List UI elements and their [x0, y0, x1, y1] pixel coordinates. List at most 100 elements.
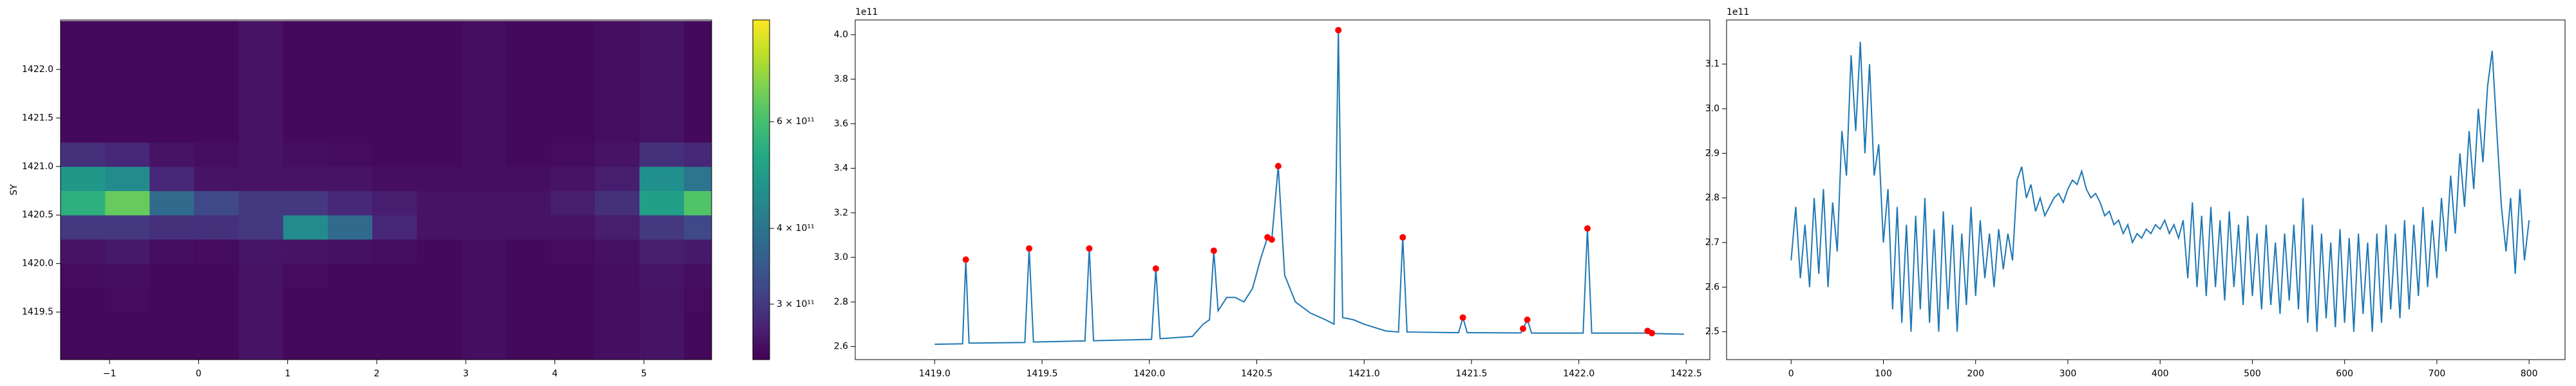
- heatmap-cell: [417, 190, 462, 216]
- heatmap-cell: [639, 93, 685, 118]
- y-tick-label: 3.6: [834, 118, 848, 129]
- heatmap-cell: [283, 239, 328, 264]
- heatmap-cell: [194, 336, 240, 360]
- heatmap-cell: [105, 312, 150, 337]
- heatmap-cell: [684, 288, 712, 313]
- heatmap-cell: [283, 288, 328, 313]
- x-tick-label: 800: [2521, 369, 2538, 379]
- heatmap-cell: [372, 239, 417, 264]
- heatmap-cell: [594, 93, 640, 118]
- heatmap-cell: [238, 21, 284, 46]
- heatmap-cell: [327, 312, 373, 337]
- x-tick-label: 1421.5: [1455, 369, 1487, 379]
- heatmap-cell: [461, 288, 507, 313]
- heatmap-cell: [61, 263, 106, 288]
- heatmap-cell: [461, 215, 507, 240]
- heatmap-cell: [461, 336, 507, 360]
- heatmap-cell: [149, 118, 194, 143]
- heatmap-cell: [238, 190, 284, 216]
- heatmap-cell: [149, 69, 194, 95]
- y-tick-label: 1421.5: [22, 113, 53, 123]
- peak-marker: [1584, 225, 1591, 232]
- heatmap-cell: [594, 190, 640, 216]
- y-tick-label: 3.4: [834, 163, 848, 174]
- heatmap-cell: [506, 336, 551, 360]
- heatmap-cell: [238, 118, 284, 143]
- heatmap-cell: [61, 69, 106, 95]
- heatmap-cell: [194, 166, 240, 192]
- heatmap-cell: [639, 312, 685, 337]
- heatmap-cell: [105, 45, 150, 70]
- heatmap-cell: [238, 142, 284, 167]
- heatmap-cell: [327, 69, 373, 95]
- axes-frame: [60, 19, 712, 360]
- heatmap-cell: [372, 288, 417, 313]
- heatmap-cell: [194, 215, 240, 240]
- y-tick-label: 2.7: [1705, 237, 1719, 248]
- heatmap-cell: [506, 69, 551, 95]
- heatmap-cell: [506, 21, 551, 46]
- heatmap-cell: [61, 118, 106, 143]
- heatmap-cell: [417, 93, 462, 118]
- heatmap-cell: [550, 142, 596, 167]
- heatmap-cell: [194, 312, 240, 337]
- heatmap-cell: [461, 69, 507, 95]
- heatmap-cell: [639, 263, 685, 288]
- heatmap-cell: [61, 288, 106, 313]
- heatmap-cell: [417, 239, 462, 264]
- x-tick-label: 1419.0: [919, 369, 951, 379]
- heatmap-cell: [194, 142, 240, 167]
- heatmap-cell: [417, 288, 462, 313]
- heatmap-cell: [327, 263, 373, 288]
- heatmap-cell: [105, 336, 150, 360]
- heatmap-cell: [461, 45, 507, 70]
- peak-marker: [1152, 265, 1159, 272]
- heatmap-cell: [238, 69, 284, 95]
- heatmap-cell: [550, 45, 596, 70]
- heatmap-cell: [372, 263, 417, 288]
- x-tick-label: 300: [2060, 369, 2077, 379]
- heatmap-cell: [283, 142, 328, 167]
- heatmap-cell: [639, 118, 685, 143]
- heatmap-cell: [684, 312, 712, 337]
- heatmap-cell: [61, 215, 106, 240]
- heatmap-cell: [283, 69, 328, 95]
- x-tick-label: 500: [2244, 369, 2261, 379]
- heatmap-cell: [283, 118, 328, 143]
- heatmap-cell: [684, 45, 712, 70]
- x-tick-label: 0: [1788, 369, 1794, 379]
- heatmap-cell: [149, 312, 194, 337]
- heatmap-cell: [684, 336, 712, 360]
- heatmap-cell: [149, 45, 194, 70]
- heatmap-cell: [684, 166, 712, 192]
- heatmap-cell: [639, 190, 685, 216]
- plot-area: [934, 26, 1685, 345]
- peak-marker: [1268, 236, 1275, 243]
- y-tick-label: 1421.0: [22, 161, 53, 172]
- heatmap-cell: [105, 239, 150, 264]
- heatmap-cell: [684, 93, 712, 118]
- heatmap-cell: [461, 312, 507, 337]
- x-tick-label: 1: [285, 369, 290, 379]
- heatmap-cell: [461, 21, 507, 46]
- peak-marker: [1459, 314, 1466, 321]
- heatmap-cell: [372, 69, 417, 95]
- heatmap-cell: [238, 239, 284, 264]
- heatmap-cell: [194, 118, 240, 143]
- heatmap-cell: [550, 239, 596, 264]
- heatmap-cell: [149, 263, 194, 288]
- heatmap-cell: [238, 312, 284, 337]
- heatmap-cell: [461, 190, 507, 216]
- heatmap-cells: [61, 21, 712, 360]
- heatmap-cell: [550, 263, 596, 288]
- heatmap-cell: [61, 190, 106, 216]
- x-tick-label: 2: [374, 369, 380, 379]
- heatmap-cell: [684, 142, 712, 167]
- heatmap-cell: [238, 93, 284, 118]
- y-tick-label: 2.6: [1705, 282, 1719, 292]
- heatmap-cell: [372, 93, 417, 118]
- peak-marker: [1648, 329, 1655, 336]
- heatmap-cell: [417, 312, 462, 337]
- heatmap-cell: [327, 45, 373, 70]
